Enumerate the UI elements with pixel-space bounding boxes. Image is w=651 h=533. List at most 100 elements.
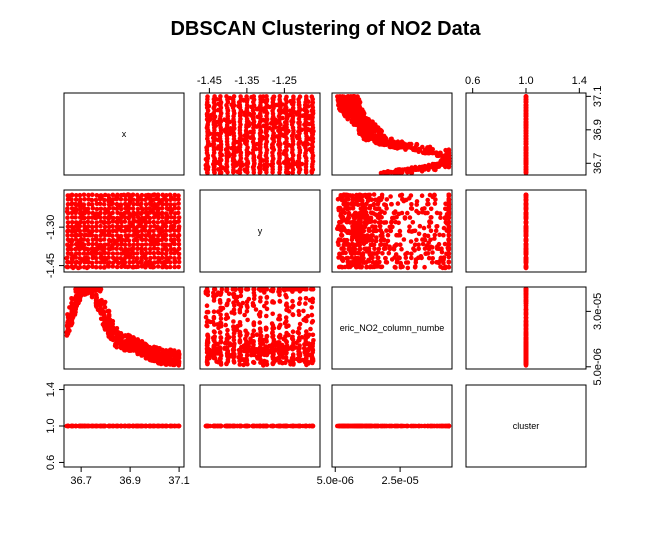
data-point <box>101 310 106 315</box>
data-point <box>85 219 91 225</box>
data-point <box>388 228 393 234</box>
data-point <box>294 112 300 117</box>
data-point <box>289 101 295 107</box>
data-point <box>98 265 103 270</box>
data-point <box>101 201 107 207</box>
data-point <box>102 197 107 203</box>
data-point <box>304 109 310 115</box>
data-point <box>131 255 136 261</box>
data-point <box>99 297 104 303</box>
data-point <box>255 356 260 361</box>
data-point <box>384 228 389 233</box>
data-point <box>172 197 178 202</box>
data-point <box>366 195 372 200</box>
data-point <box>335 226 340 231</box>
data-point <box>135 242 141 247</box>
data-point <box>215 131 220 137</box>
data-point <box>288 362 293 367</box>
data-point <box>375 215 381 220</box>
data-point <box>359 209 364 215</box>
data-point <box>226 298 231 303</box>
data-point <box>255 114 260 120</box>
data-point <box>306 99 311 104</box>
data-point <box>244 156 249 161</box>
data-point <box>414 237 419 243</box>
data-point <box>523 94 529 99</box>
data-point <box>116 336 121 342</box>
data-point <box>446 154 452 160</box>
data-point <box>65 232 70 238</box>
data-point <box>381 246 387 252</box>
data-point <box>168 215 174 220</box>
data-point <box>176 215 182 220</box>
data-point <box>231 286 236 292</box>
data-point <box>263 325 269 331</box>
data-point <box>253 146 259 152</box>
data-point <box>81 220 87 225</box>
data-point <box>83 255 89 260</box>
data-point <box>523 209 529 215</box>
data-point <box>205 333 210 338</box>
data-point <box>280 346 286 351</box>
data-point <box>217 170 223 176</box>
data-point <box>218 335 223 340</box>
data-point <box>90 192 95 198</box>
data-point <box>284 350 289 356</box>
data-point <box>64 255 69 261</box>
data-point <box>72 229 78 234</box>
data-point <box>523 195 529 200</box>
data-point <box>412 145 417 151</box>
data-point <box>287 108 293 114</box>
data-point <box>385 232 391 238</box>
data-point <box>224 122 230 128</box>
data-point <box>350 213 356 218</box>
data-point <box>133 211 138 217</box>
data-point <box>236 103 241 109</box>
data-point <box>215 160 221 165</box>
data-point <box>292 286 297 292</box>
data-point <box>376 249 381 255</box>
data-point <box>339 257 345 262</box>
data-point <box>264 94 269 99</box>
data-point <box>270 116 275 122</box>
data-point <box>165 359 171 365</box>
data-point <box>365 248 370 254</box>
data-point <box>284 343 290 348</box>
data-point <box>281 160 287 165</box>
data-point <box>440 265 446 271</box>
data-point <box>89 294 95 300</box>
data-point <box>296 129 301 134</box>
data-point <box>131 264 136 270</box>
data-point <box>297 300 302 306</box>
data-point <box>163 228 169 233</box>
data-point <box>413 257 419 262</box>
data-point <box>408 206 414 211</box>
data-point <box>212 163 217 169</box>
data-point <box>156 250 161 256</box>
data-point <box>393 209 398 214</box>
data-point <box>176 255 182 261</box>
data-point <box>150 203 155 208</box>
data-point <box>248 129 253 135</box>
data-point <box>215 322 220 327</box>
data-point <box>135 337 140 343</box>
data-point <box>73 215 78 220</box>
data-point <box>425 251 431 256</box>
data-point <box>86 224 91 229</box>
data-point <box>219 286 225 292</box>
data-point <box>131 218 137 223</box>
data-point <box>89 197 95 203</box>
data-point <box>370 259 376 265</box>
data-point <box>134 251 140 256</box>
data-point <box>139 236 144 242</box>
data-point <box>151 219 156 225</box>
data-point <box>357 242 362 247</box>
data-point <box>301 317 307 323</box>
data-point <box>523 153 529 159</box>
data-point <box>356 125 362 130</box>
data-point <box>407 196 412 201</box>
data-point <box>106 316 111 322</box>
data-point <box>345 106 350 112</box>
data-point <box>101 220 107 226</box>
